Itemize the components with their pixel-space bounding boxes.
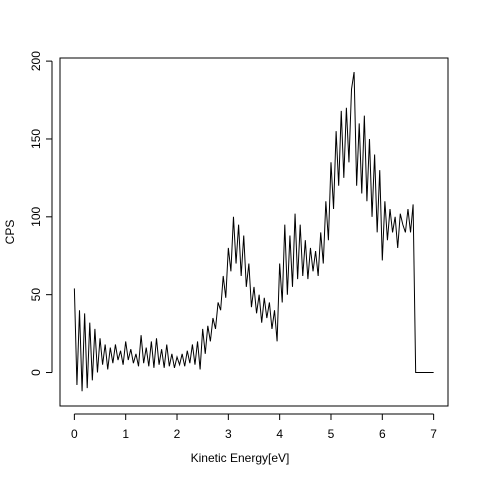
x-tick-label: 1	[122, 427, 129, 441]
plot-box	[59, 57, 449, 407]
x-tick-label: 4	[276, 427, 283, 441]
x-axis-label: Kinetic Energy[eV]	[191, 451, 290, 465]
y-tick-label: 150	[29, 129, 43, 149]
x-tick-label: 0	[71, 427, 78, 441]
y-tick-label: 100	[29, 206, 43, 226]
y-axis-label: CPS	[3, 220, 17, 245]
x-tick-label: 6	[379, 427, 386, 441]
y-tick-label: 200	[29, 51, 43, 71]
x-tick-label: 2	[174, 427, 181, 441]
y-tick-label: 0	[29, 369, 43, 376]
data-line	[73, 71, 434, 392]
x-tick-label: 7	[430, 427, 437, 441]
y-tick-label: 50	[29, 288, 43, 302]
x-tick-label: 5	[328, 427, 335, 441]
x-tick-label: 3	[225, 427, 232, 441]
